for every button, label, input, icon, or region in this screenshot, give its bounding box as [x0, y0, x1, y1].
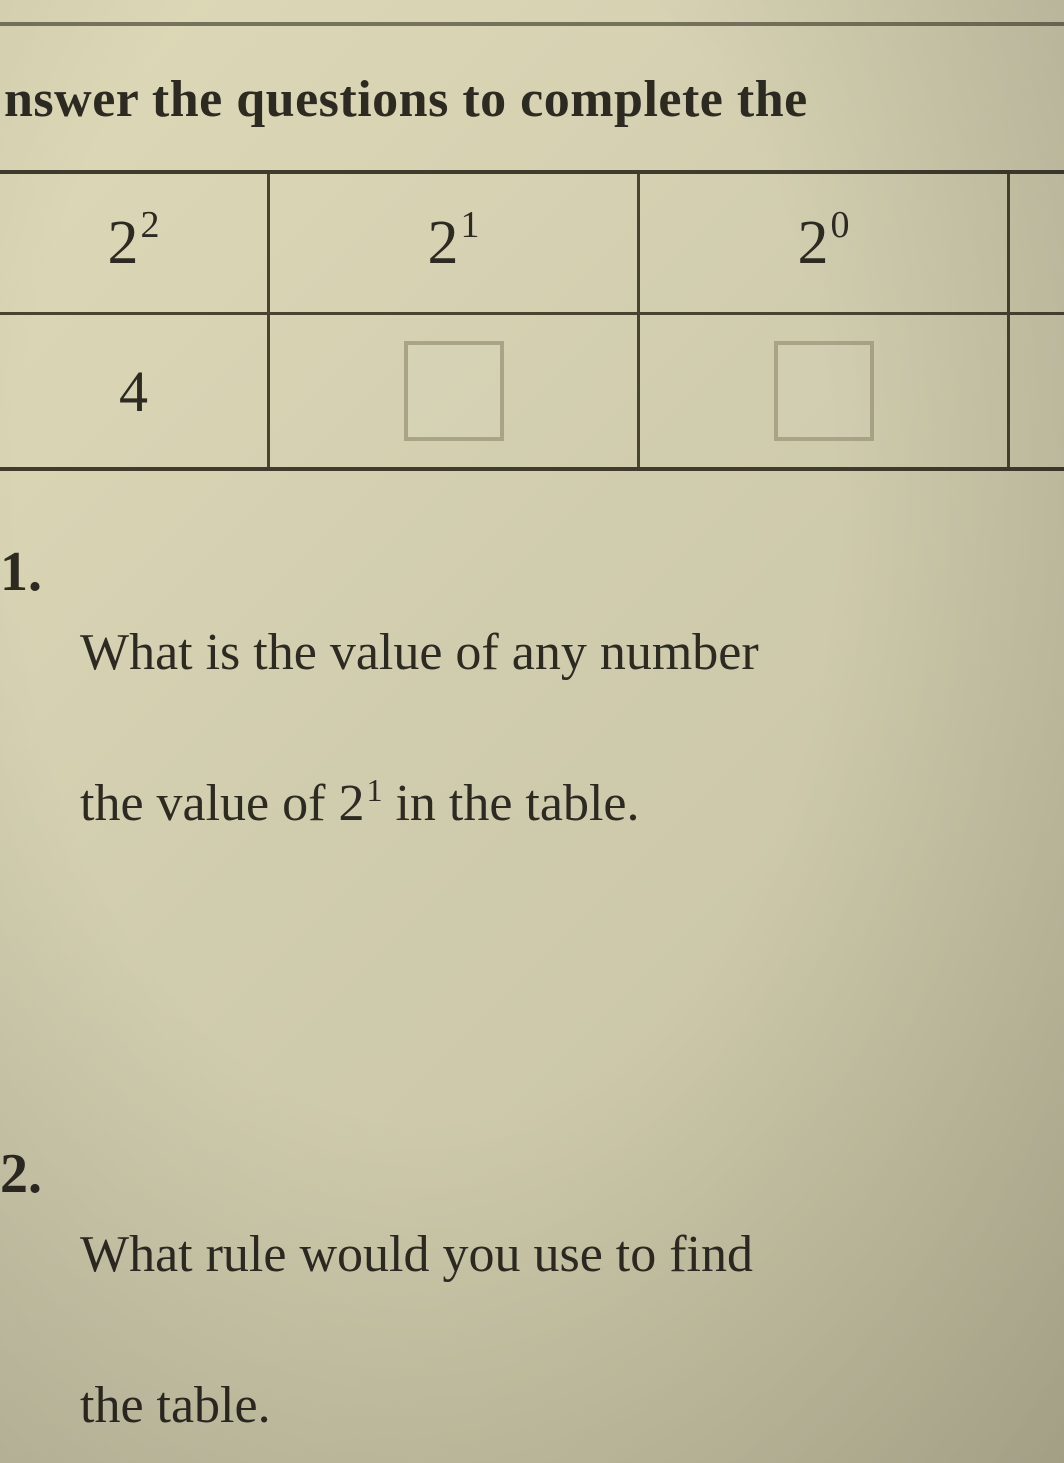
- instruction-text: nswer the questions to complete the: [0, 70, 1064, 129]
- question-text: What is the value of any number the valu…: [80, 540, 759, 842]
- header-cell-2-squared: 2 2: [0, 174, 270, 312]
- q2-line2: the table.: [80, 1377, 271, 1434]
- top-horizontal-rule: [0, 22, 1064, 26]
- question-2: 2. What rule would you use to find the t…: [0, 1142, 1064, 1444]
- power-base: 2: [108, 212, 139, 274]
- power-exponent: 2: [141, 206, 160, 244]
- question-number: 1.: [0, 540, 80, 604]
- worksheet-page: nswer the questions to complete the 2 2 …: [0, 0, 1064, 1463]
- table-value-row: 4: [0, 315, 1064, 467]
- question-1: 1. What is the value of any number the v…: [0, 540, 1064, 842]
- header-cell-cutoff: [1010, 174, 1064, 312]
- power-base: 2: [338, 778, 364, 830]
- power-base: 2: [428, 212, 459, 274]
- value-cell-4: 4: [0, 315, 270, 467]
- table-header-row: 2 2 2 1 2 0: [0, 174, 1064, 315]
- header-cell-2-zero: 2 0: [640, 174, 1010, 312]
- power-base: 2: [798, 212, 829, 274]
- q2-line1: What rule would you use to find: [80, 1226, 753, 1283]
- answer-box-icon[interactable]: [404, 341, 504, 441]
- power-exponent: 0: [831, 206, 850, 244]
- answer-box-icon[interactable]: [774, 341, 874, 441]
- powers-table: 2 2 2 1 2 0 4: [0, 170, 1064, 471]
- questions-list: 1. What is the value of any number the v…: [0, 540, 1064, 1463]
- value-cell-cutoff: [1010, 315, 1064, 467]
- question-text: What rule would you use to find the tabl…: [80, 1142, 753, 1444]
- value-cell-blank-1[interactable]: [270, 315, 640, 467]
- cell-value: 4: [119, 358, 148, 425]
- value-cell-blank-2[interactable]: [640, 315, 1010, 467]
- question-number: 2.: [0, 1142, 80, 1206]
- q1-line2-suffix: in the table.: [382, 775, 639, 832]
- header-cell-2-first: 2 1: [270, 174, 640, 312]
- power-exponent: 1: [461, 206, 480, 244]
- power-exponent: 1: [366, 774, 382, 806]
- q1-line1: What is the value of any number: [80, 624, 759, 681]
- q1-line2-prefix: the value of: [80, 775, 338, 832]
